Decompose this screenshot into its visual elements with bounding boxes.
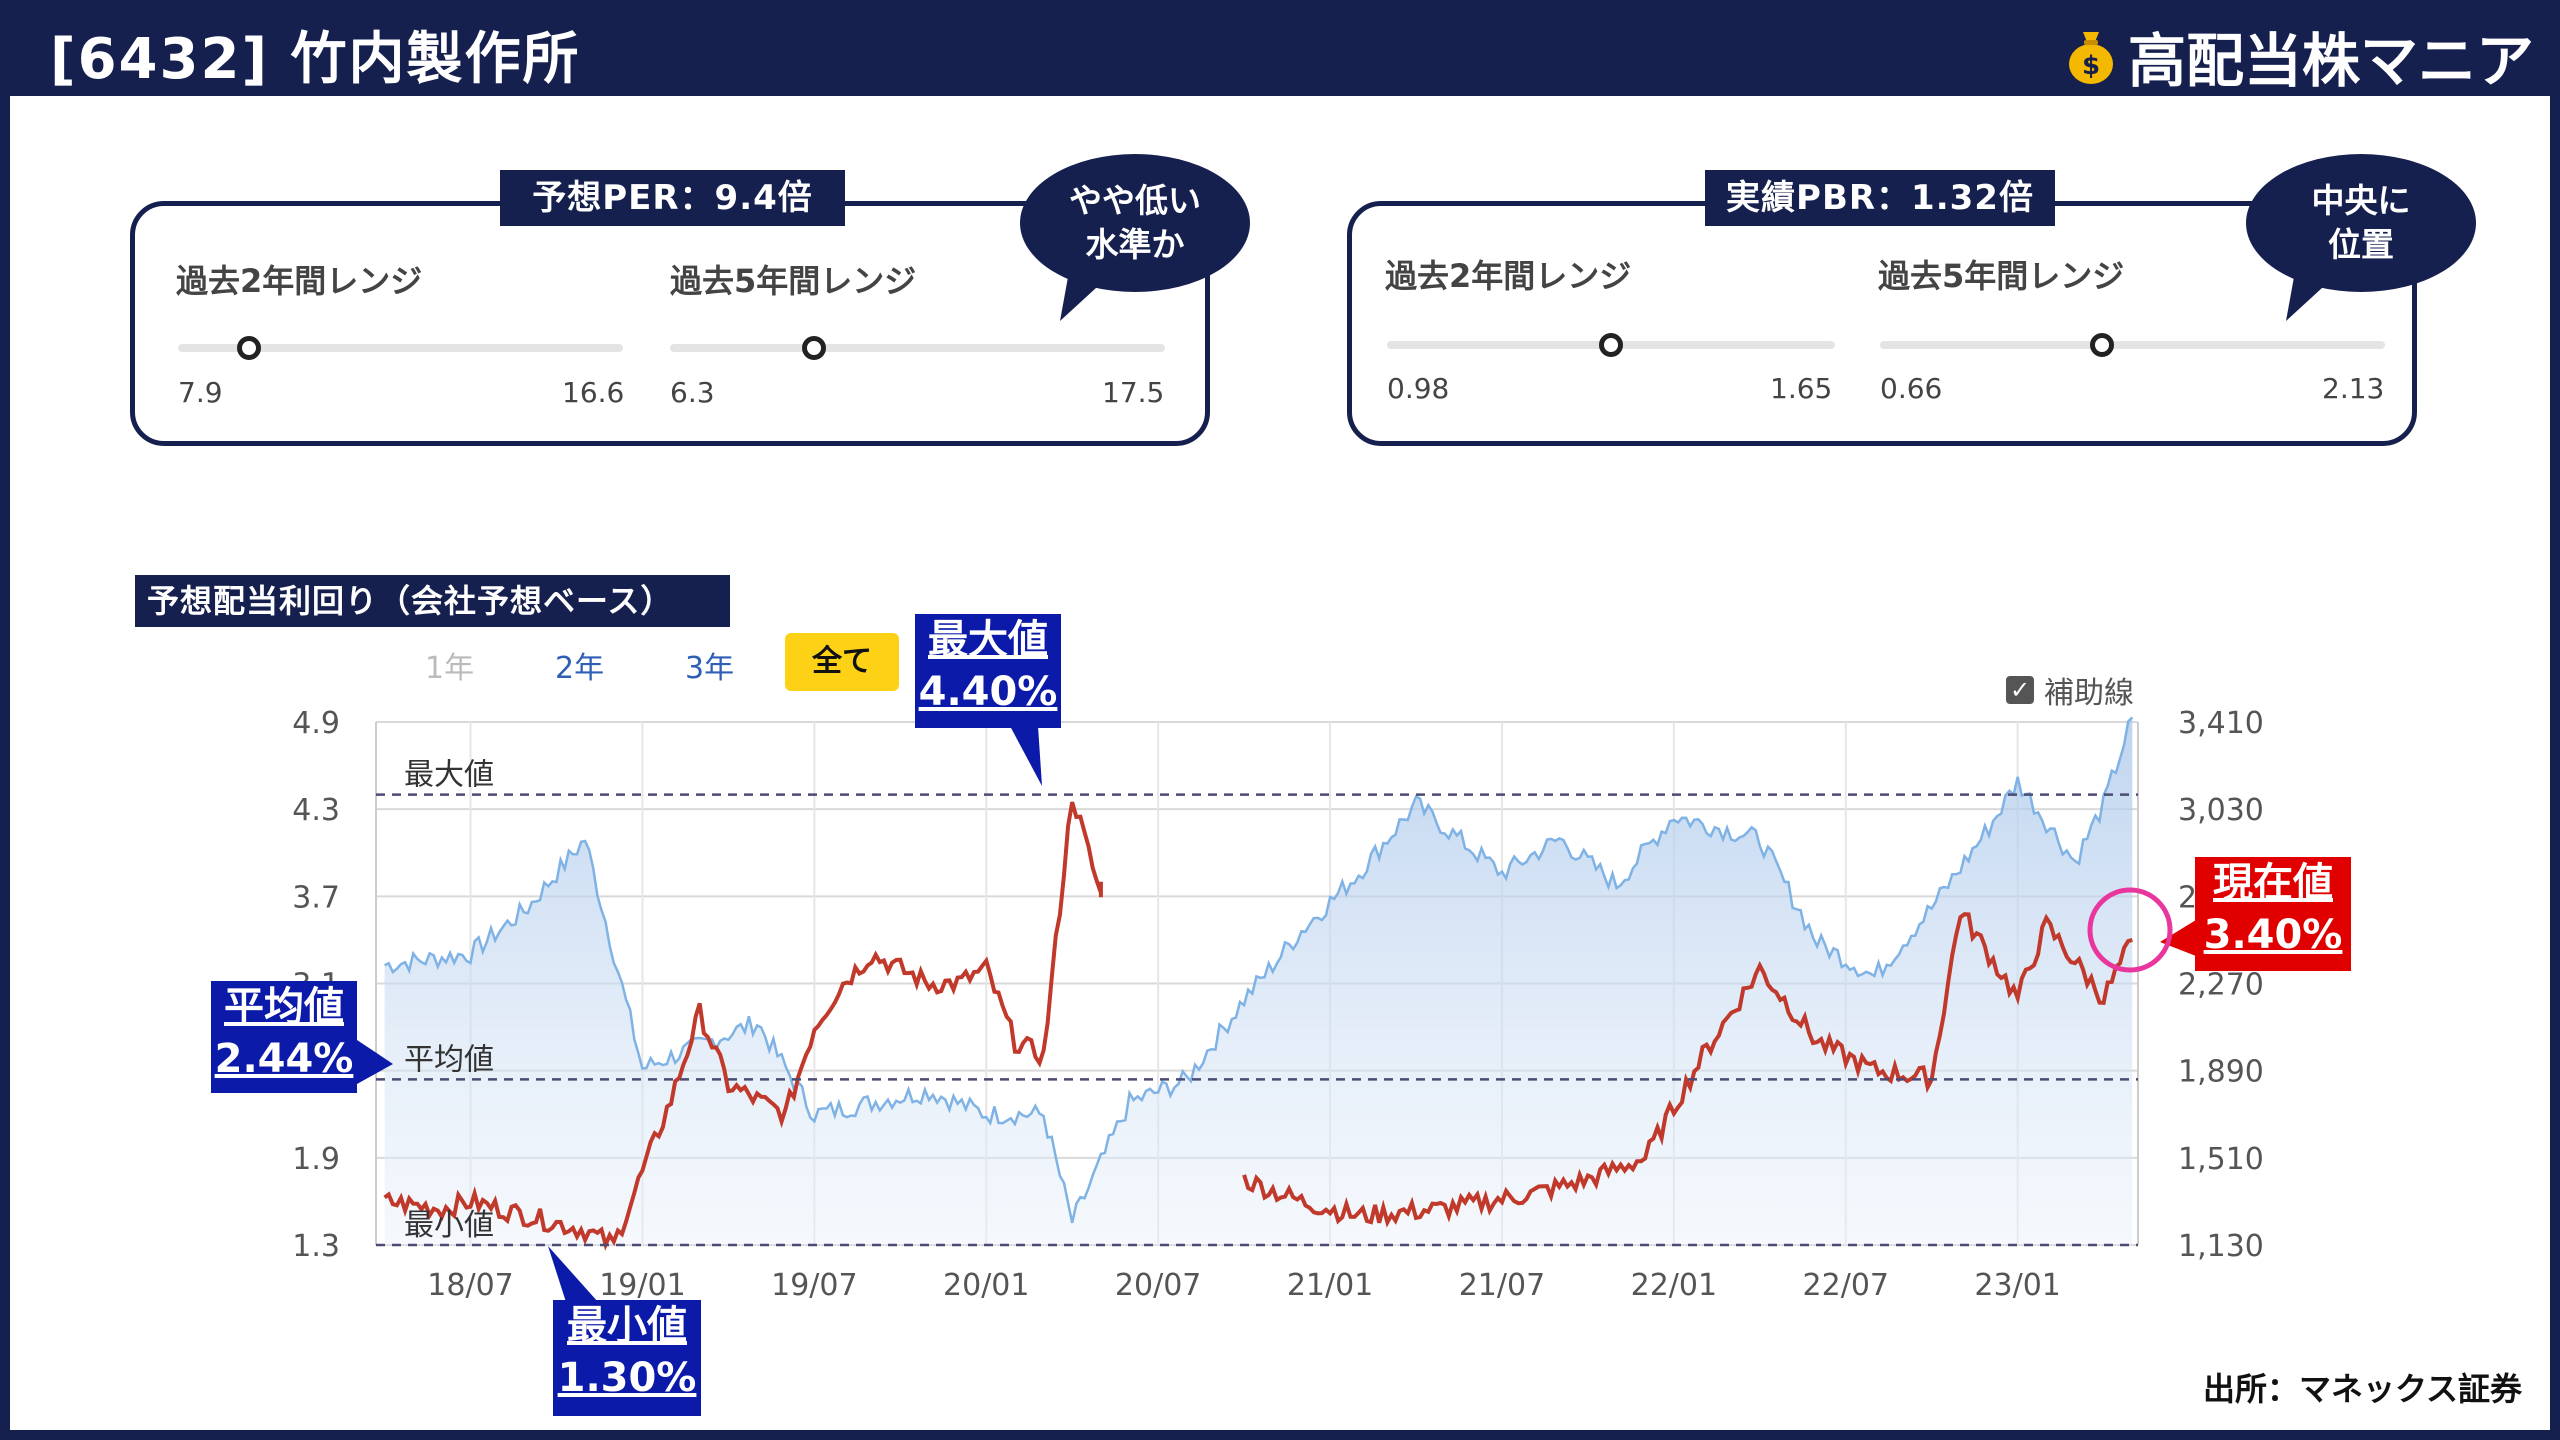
- current-highlight-circle: [2087, 887, 2173, 973]
- per-range5-knob: [801, 336, 826, 360]
- pbr-range2-max: 1.65: [1770, 372, 1833, 405]
- pbr-range5-label: 過去5年間レンジ: [1878, 257, 2125, 295]
- callout-current-value: 3.40%: [2203, 912, 2343, 958]
- per-card-title: 予想PER：9.4倍: [500, 170, 845, 226]
- aux-line-toggle[interactable]: ✓ 補助線: [2006, 668, 2134, 712]
- period-all[interactable]: 全て: [785, 633, 899, 691]
- pbr-range5-knob: [2090, 333, 2115, 357]
- per-range5-track: [670, 344, 1165, 352]
- company-title: [6432] 竹内製作所: [50, 27, 581, 92]
- per-bubble: やや低い 水準か: [1020, 154, 1250, 292]
- callout-avg-value: 2.44%: [214, 1036, 354, 1082]
- pbr-bubble-line2: 位置: [2328, 225, 2394, 264]
- per-range2-max: 16.6: [562, 376, 625, 409]
- per-range2-track: [178, 344, 623, 352]
- callout-min-value: 1.30%: [557, 1355, 697, 1401]
- period-3y[interactable]: 3年: [685, 651, 735, 686]
- aux-line-label: 補助線: [2044, 676, 2134, 711]
- pbr-range2-knob: [1599, 333, 1623, 357]
- pbr-range5-max: 2.13: [2322, 372, 2385, 405]
- per-range2-label: 過去2年間レンジ: [176, 262, 423, 300]
- pbr-range5-track: [1880, 341, 2385, 349]
- per-bubble-line1: やや低い: [1069, 181, 1201, 220]
- pbr-bubble-line1: 中央に: [2311, 181, 2411, 220]
- pbr-card: [1347, 201, 2417, 446]
- money-bag-icon: $: [2068, 32, 2113, 84]
- per-range2-knob: [237, 336, 262, 360]
- callout-current: 現在値 3.40%: [2195, 857, 2351, 971]
- pbr-card-title: 実績PBR：1.32倍: [1705, 170, 2055, 226]
- per-range2-min: 7.9: [178, 376, 223, 409]
- pbr-range2-min: 0.98: [1387, 372, 1450, 405]
- header-bar: [6432] 竹内製作所 $ 高配当株マニア: [0, 0, 2560, 96]
- callout-max-value: 4.40%: [918, 669, 1058, 715]
- main-panel: 予想PER：9.4倍 やや低い 水準か 過去2年間レンジ 7.9 16.6 過去…: [10, 96, 2550, 1430]
- callout-avg: 平均値 2.44%: [211, 981, 357, 1093]
- callout-max: 最大値 4.40%: [915, 614, 1061, 728]
- callout-min: 最小値 1.30%: [553, 1300, 701, 1416]
- svg-text:$: $: [2082, 51, 2100, 81]
- brand-logo: $ 高配当株マニア: [2066, 14, 2534, 98]
- checkbox-icon[interactable]: ✓: [2006, 676, 2034, 704]
- pbr-range2-label: 過去2年間レンジ: [1385, 257, 1632, 295]
- callout-max-label: 最大値: [928, 617, 1048, 663]
- callout-current-label: 現在値: [2213, 860, 2333, 906]
- callout-avg-pointer: [357, 1040, 393, 1084]
- source-note: 出所：マネックス証券: [2202, 1370, 2522, 1408]
- callout-avg-label: 平均値: [224, 984, 344, 1030]
- per-range5-min: 6.3: [670, 376, 715, 409]
- per-bubble-line2: 水準か: [1085, 225, 1185, 264]
- callout-max-pointer: [1010, 726, 1042, 786]
- per-bubble-tail: [1060, 266, 1120, 321]
- chart-title: 予想配当利回り（会社予想ベース）: [135, 575, 730, 627]
- per-range5-label: 過去5年間レンジ: [670, 262, 917, 300]
- brand-name: 高配当株マニア: [2127, 27, 2534, 95]
- period-1y[interactable]: 1年: [425, 651, 475, 686]
- per-range5-max: 17.5: [1102, 376, 1165, 409]
- period-2y[interactable]: 2年: [555, 651, 605, 686]
- callout-current-pointer: [2160, 920, 2196, 956]
- pbr-bubble: 中央に 位置: [2246, 154, 2476, 292]
- callout-min-label: 最小値: [567, 1303, 687, 1349]
- pbr-bubble-tail: [2286, 266, 2346, 321]
- pbr-range5-min: 0.66: [1880, 372, 1943, 405]
- callout-min-pointer: [548, 1246, 598, 1302]
